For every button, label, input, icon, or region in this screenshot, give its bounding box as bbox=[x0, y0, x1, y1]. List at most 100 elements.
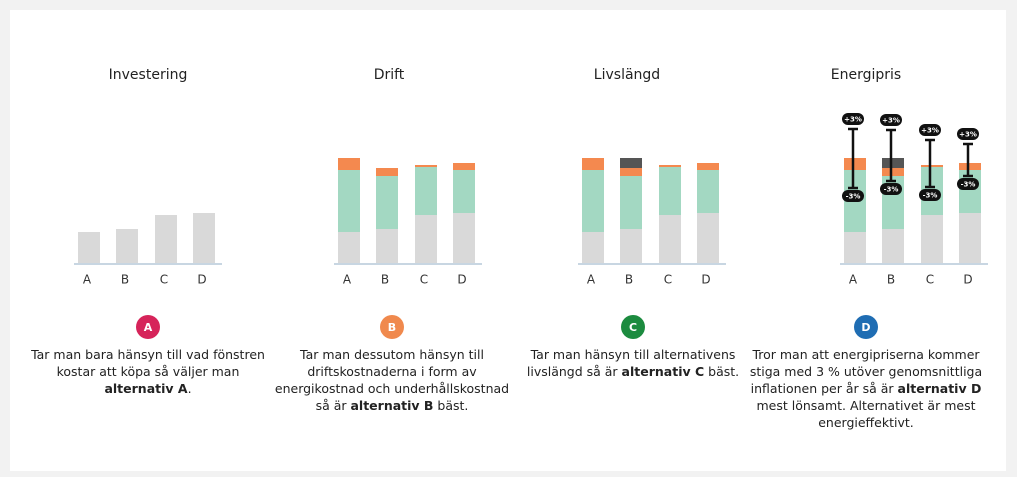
description: Tror man att energipriserna kommer stiga… bbox=[741, 346, 991, 431]
bar-segment bbox=[659, 215, 681, 263]
badge-label: C bbox=[629, 321, 637, 334]
x-tick-label: D bbox=[457, 273, 466, 287]
bar-segment bbox=[882, 158, 904, 168]
chart-title: Energipris bbox=[831, 67, 901, 83]
x-tick-label: A bbox=[83, 273, 92, 287]
bar-segment bbox=[620, 158, 642, 168]
badge bbox=[380, 315, 404, 339]
badge-label: B bbox=[388, 321, 396, 334]
bar-segment bbox=[453, 170, 475, 213]
description-text: alternativ B bbox=[350, 398, 434, 413]
range-pill bbox=[919, 189, 941, 201]
x-tick-label: D bbox=[963, 273, 972, 287]
description-text: alternativ D bbox=[897, 381, 982, 396]
x-tick-label: A bbox=[343, 273, 352, 287]
bar-segment bbox=[376, 229, 398, 263]
bar bbox=[116, 229, 138, 263]
range-pill bbox=[919, 124, 941, 136]
bar bbox=[155, 215, 177, 263]
range-label: +3% bbox=[844, 116, 862, 124]
bar-segment bbox=[338, 170, 360, 232]
description-text: mest lönsamt. Alternativet är mest energ… bbox=[756, 398, 976, 430]
range-label: -3% bbox=[961, 181, 976, 189]
chart-title: Investering bbox=[109, 67, 188, 83]
bar-segment bbox=[659, 165, 681, 167]
range-label: -3% bbox=[884, 186, 899, 194]
description-text: . bbox=[187, 381, 192, 396]
description-text: Tar man dessutom hänsyn till driftskostn… bbox=[274, 347, 510, 413]
bar-segment bbox=[415, 165, 437, 167]
bar-segment bbox=[659, 167, 681, 215]
bar bbox=[193, 213, 215, 263]
badge-label: D bbox=[861, 321, 870, 334]
bar-segment bbox=[582, 170, 604, 232]
bar-segment bbox=[620, 229, 642, 263]
x-tick-label: D bbox=[701, 273, 710, 287]
range-pill bbox=[957, 128, 979, 140]
bar-segment bbox=[882, 229, 904, 263]
badge bbox=[136, 315, 160, 339]
x-tick-label: B bbox=[381, 273, 389, 287]
bar-segment bbox=[415, 167, 437, 215]
range-label: -3% bbox=[923, 192, 938, 200]
range-pill bbox=[842, 190, 864, 202]
bar-segment bbox=[697, 213, 719, 263]
chart-title: Livslängd bbox=[594, 67, 660, 83]
bar-segment bbox=[582, 232, 604, 263]
description: Tar man hänsyn till alternativens livslä… bbox=[508, 346, 758, 380]
x-tick-label: D bbox=[197, 273, 206, 287]
x-tick-label: C bbox=[926, 273, 934, 287]
x-tick-label: A bbox=[849, 273, 858, 287]
bar-segment bbox=[620, 176, 642, 229]
chart-title: Drift bbox=[374, 67, 405, 83]
description-text: bäst. bbox=[433, 398, 469, 413]
description-text: alternativ C bbox=[621, 364, 705, 379]
bar-segment bbox=[921, 215, 943, 263]
bar-segment bbox=[453, 213, 475, 263]
bar-segment bbox=[697, 170, 719, 213]
range-pill bbox=[957, 178, 979, 190]
bar-segment bbox=[376, 176, 398, 229]
range-pill bbox=[842, 113, 864, 125]
range-pill bbox=[880, 183, 902, 195]
badge bbox=[621, 315, 645, 339]
x-tick-label: B bbox=[625, 273, 633, 287]
description: Tar man dessutom hänsyn till driftskostn… bbox=[267, 346, 517, 414]
range-label: +3% bbox=[921, 127, 939, 135]
description: Tar man bara hänsyn till vad fönstren ko… bbox=[23, 346, 273, 397]
badge-label: A bbox=[144, 321, 153, 334]
bar-segment bbox=[697, 163, 719, 170]
bar-segment bbox=[338, 232, 360, 263]
x-tick-label: B bbox=[887, 273, 895, 287]
range-pill bbox=[880, 114, 902, 126]
bar-segment bbox=[453, 163, 475, 170]
description-text: Tar man hänsyn till alternativens livslä… bbox=[526, 347, 736, 379]
range-label: +3% bbox=[882, 117, 900, 125]
badge bbox=[854, 315, 878, 339]
bar-segment bbox=[844, 232, 866, 263]
x-tick-label: A bbox=[587, 273, 596, 287]
description-text: Tar man bara hänsyn till vad fönstren ko… bbox=[31, 347, 265, 379]
bar-segment bbox=[338, 158, 360, 170]
x-tick-label: C bbox=[664, 273, 672, 287]
bar-segment bbox=[415, 215, 437, 263]
bar-segment bbox=[921, 165, 943, 167]
bar-segment bbox=[959, 213, 981, 263]
bar-segment bbox=[620, 168, 642, 176]
description-text: alternativ A bbox=[104, 381, 188, 396]
range-label: +3% bbox=[959, 131, 977, 139]
bar-segment bbox=[844, 158, 866, 170]
description-text: Tror man att energipriserna kommer stiga… bbox=[749, 347, 983, 396]
x-tick-label: C bbox=[420, 273, 428, 287]
bar bbox=[78, 232, 100, 263]
x-tick-label: C bbox=[160, 273, 168, 287]
description-text: bäst. bbox=[704, 364, 740, 379]
x-tick-label: B bbox=[121, 273, 129, 287]
bar-segment bbox=[959, 163, 981, 170]
range-label: -3% bbox=[846, 193, 861, 201]
bar-segment bbox=[582, 158, 604, 170]
bar-segment bbox=[376, 168, 398, 176]
bar-segment bbox=[882, 168, 904, 176]
